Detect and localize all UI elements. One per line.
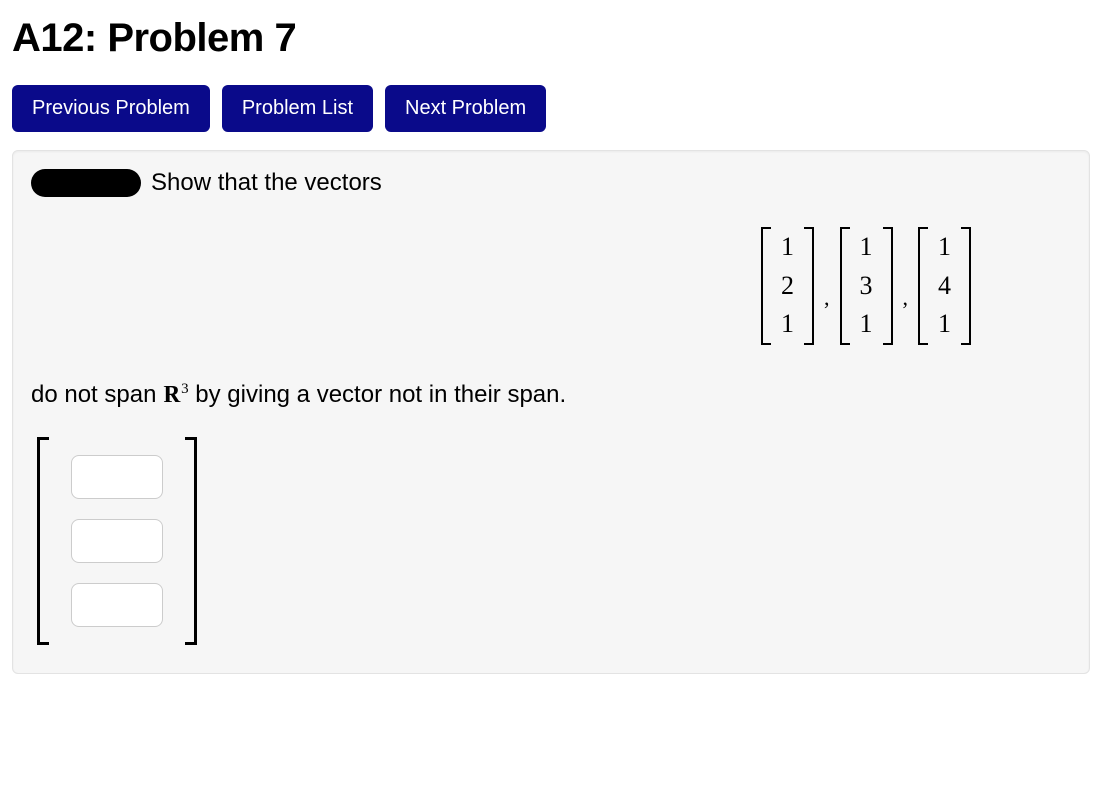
answer-vector [37,437,1071,645]
v3-e2: 4 [938,272,951,301]
vector-1: 1 2 1 [761,227,814,345]
v2-e2: 3 [860,272,873,301]
previous-problem-button[interactable]: Previous Problem [12,85,210,132]
v3-e3: 1 [938,310,951,339]
comma-1: , [824,285,830,345]
answer-input-1[interactable] [71,455,163,499]
intro-line: Show that the vectors [31,169,1071,197]
page-title: A12: Problem 7 [12,16,1090,61]
closing-prefix: do not span [31,381,163,408]
space-exponent: 3 [181,381,189,397]
real-numbers-symbol: R [163,382,177,409]
answer-input-2[interactable] [71,519,163,563]
given-vectors: 1 2 1 , 1 3 1 , 1 4 1 [31,227,1071,345]
vector-2: 1 3 1 [840,227,893,345]
next-problem-button[interactable]: Next Problem [385,85,546,132]
comma-2: , [903,285,909,345]
answer-input-3[interactable] [71,583,163,627]
v3-e1: 1 [938,233,951,262]
problem-list-button[interactable]: Problem List [222,85,373,132]
nav-button-row: Previous Problem Problem List Next Probl… [12,85,1090,132]
v1-e2: 2 [781,272,794,301]
v2-e3: 1 [860,310,873,339]
v1-e3: 1 [781,310,794,339]
redacted-block [31,169,141,197]
closing-suffix: by giving a vector not in their span. [189,381,567,408]
v1-e1: 1 [781,233,794,262]
problem-panel: Show that the vectors 1 2 1 , 1 3 1 , [12,150,1090,674]
intro-text: Show that the vectors [151,169,382,197]
vector-3: 1 4 1 [918,227,971,345]
closing-line: do not span R3 by giving a vector not in… [31,381,1071,409]
v2-e1: 1 [860,233,873,262]
